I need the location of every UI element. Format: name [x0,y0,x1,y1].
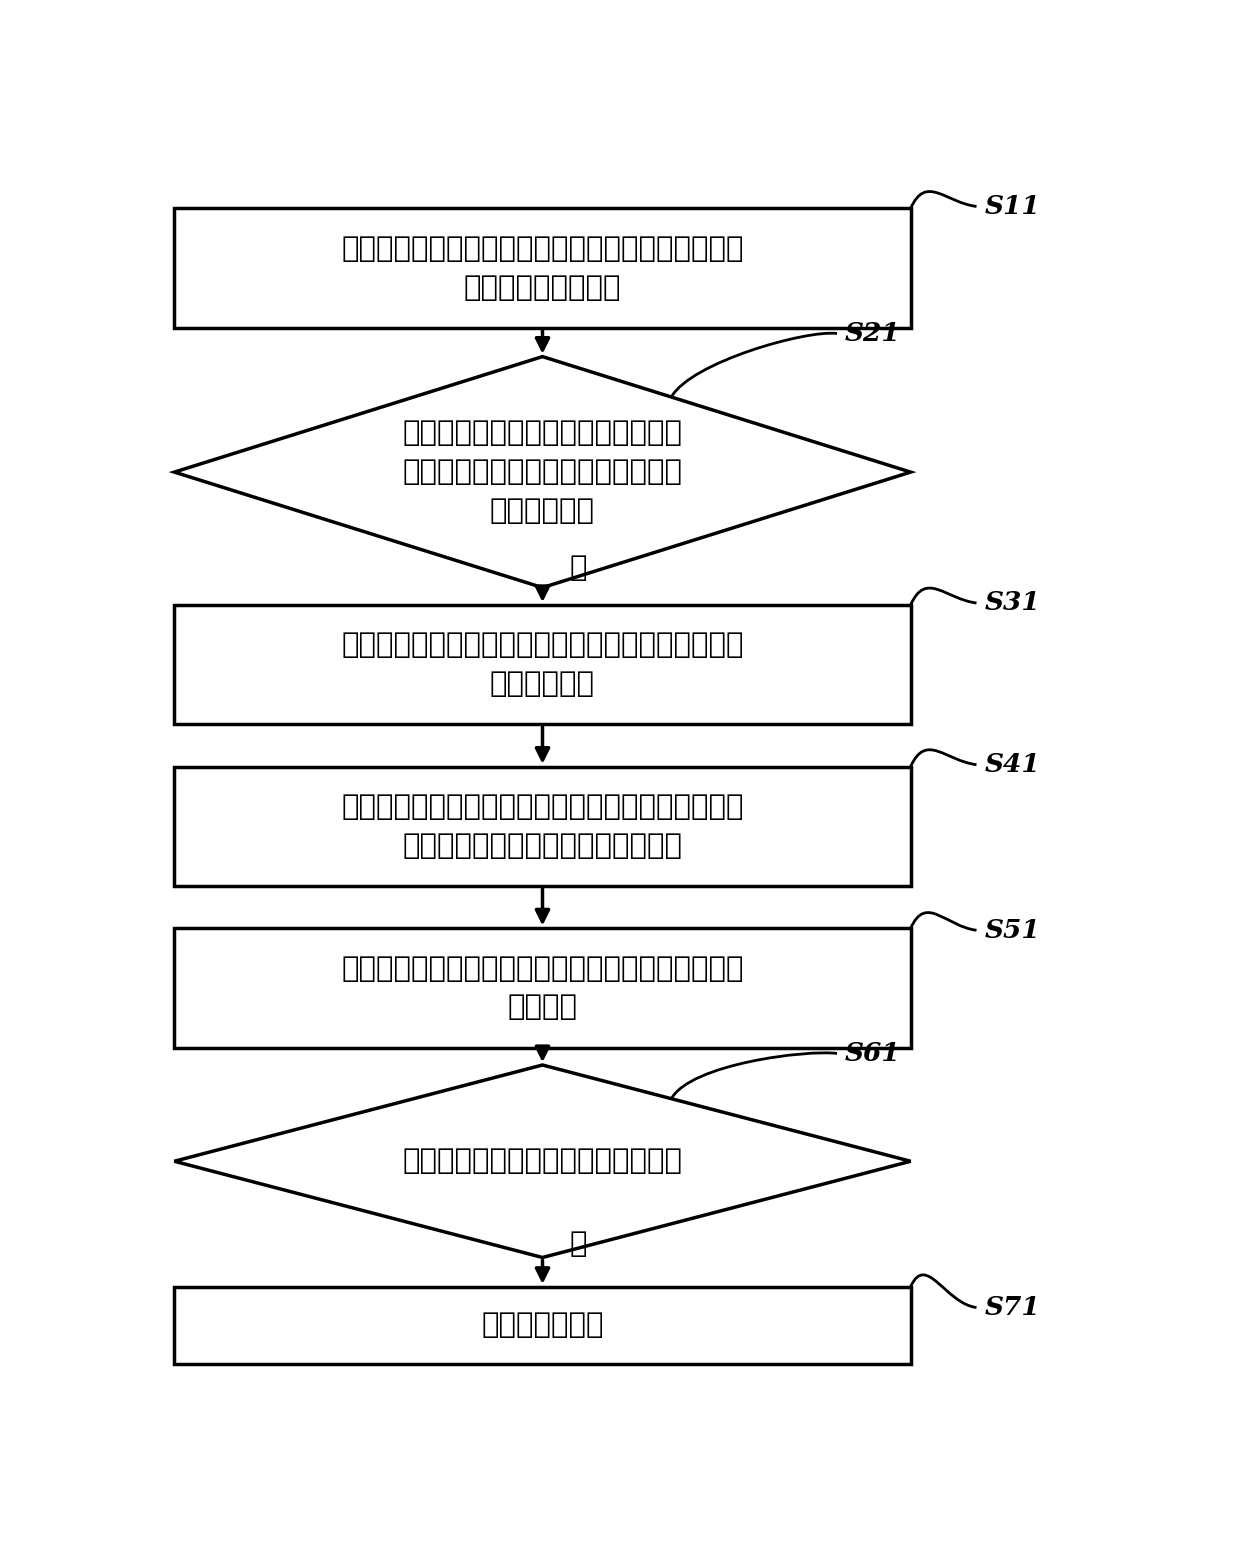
Text: S51: S51 [985,917,1040,942]
Bar [175,766,910,886]
Text: 获取所述散热器的表面图像，并获取所述表面图像的
像素数据: 获取所述散热器的表面图像，并获取所述表面图像的 像素数据 [341,955,744,1022]
Text: S41: S41 [985,752,1040,777]
Text: 是: 是 [569,1229,587,1257]
Text: 判断所述像素数据是否满足像素条件: 判断所述像素数据是否满足像素条件 [403,1147,682,1175]
Text: 对散热器的表面进行清洗，并将清洗后的所述散热器
放置于真空高温箱内: 对散热器的表面进行清洗，并将清洗后的所述散热器 放置于真空高温箱内 [341,234,744,301]
Bar [175,928,910,1048]
Bar [175,1287,910,1363]
Text: 对所述真空高温箱进行加热，以控制所述甲烷加热分
解为碳和氢气: 对所述真空高温箱进行加热，以控制所述甲烷加热分 解为碳和氢气 [341,632,744,697]
Polygon shape [175,1065,910,1257]
Bar [175,209,910,328]
Text: 取出所述散热器: 取出所述散热器 [481,1312,604,1338]
Text: S11: S11 [985,193,1040,218]
Polygon shape [175,357,910,588]
Text: S31: S31 [985,591,1040,616]
Text: S61: S61 [844,1041,900,1065]
Text: 对所述真空高温箱进行降温泄压，以控制所述碳对所
述石墨烯进行吸附形成石墨烯散热层: 对所述真空高温箱进行降温泄压，以控制所述碳对所 述石墨烯进行吸附形成石墨烯散热层 [341,792,744,860]
Text: 是: 是 [569,554,587,582]
Bar [175,605,910,724]
Text: 在所述真空高温箱内充入甲烷，并判
断所述真空高温箱内的气体是否满足
加热反应条件: 在所述真空高温箱内充入甲烷，并判 断所述真空高温箱内的气体是否满足 加热反应条件 [403,420,682,526]
Text: S71: S71 [985,1295,1040,1320]
Text: S21: S21 [844,321,900,346]
